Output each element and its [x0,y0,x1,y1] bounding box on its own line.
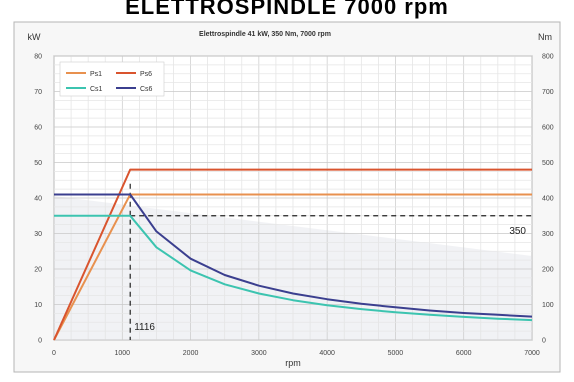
y-left-tick-label: 10 [34,302,42,309]
x-tick-label: 1000 [114,350,130,357]
legend-label: Ps1 [90,71,102,78]
y-right-tick-label: 500 [542,160,554,167]
y-left-tick-label: 60 [34,125,42,132]
legend-box [59,61,165,97]
y-axis-right-label: Nm [538,32,552,42]
annotation-label: 1116 [134,322,155,333]
y-right-tick-label: 0 [542,338,546,345]
y-left-tick-label: 80 [34,54,42,61]
x-tick-label: 2000 [183,350,199,357]
y-right-tick-label: 300 [542,231,554,238]
legend-label: Cs1 [90,86,103,93]
x-axis-label: rpm [285,358,301,368]
chart-title: Elettrospindle 41 kW, 350 Nm, 7000 rpm [199,31,331,38]
series-line-cs6 [54,193,533,318]
y-right-tick-label: 200 [542,267,554,274]
annotation-label: 350 [509,226,526,237]
series-line-ps6 [53,168,532,341]
y-left-tick-label: 70 [34,89,42,96]
y-right-tick-label: 100 [542,302,554,309]
x-tick-label: 6000 [456,350,472,357]
y-left-tick-label: 50 [34,160,42,167]
series-line-cs1 [54,214,533,322]
x-tick-label: 0 [52,350,56,357]
legend-label: Ps6 [140,71,152,78]
legend-label: Cs6 [140,86,153,93]
x-tick-label: 3000 [251,350,267,357]
y-right-tick-label: 600 [542,125,554,132]
y-right-tick-label: 700 [542,89,554,96]
y-left-tick-label: 0 [38,338,42,345]
y-left-tick-label: 20 [34,267,42,274]
y-right-tick-label: 800 [542,54,554,61]
x-tick-label: 7000 [524,350,540,357]
y-right-tick-label: 400 [542,196,554,203]
x-tick-label: 4000 [319,350,335,357]
x-tick-label: 5000 [388,350,404,357]
page-heading: ELETTROSPINDLE 7000 rpm [125,0,449,19]
y-left-tick-label: 30 [34,231,42,238]
y-axis-left-label: kW [28,32,42,42]
y-left-tick-label: 40 [34,196,42,203]
